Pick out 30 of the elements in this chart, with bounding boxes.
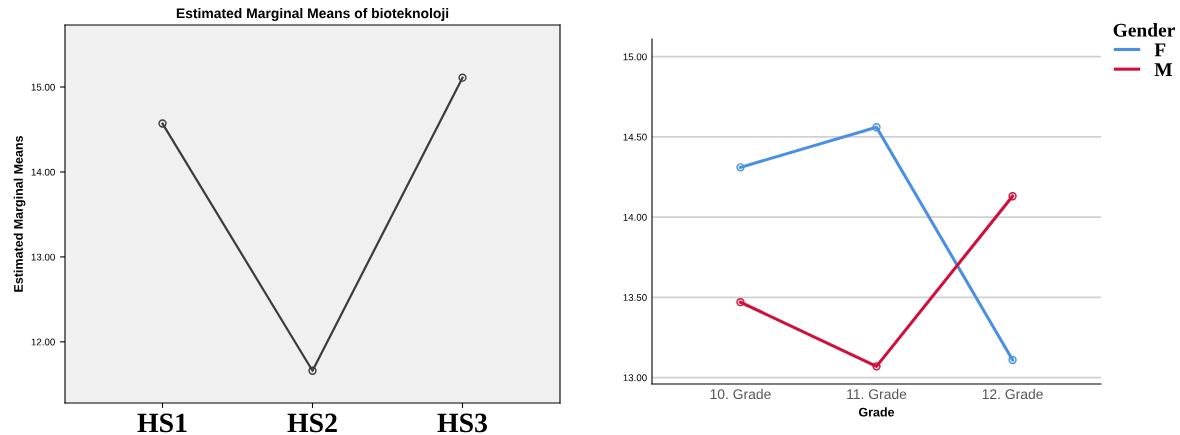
point	[308, 366, 317, 375]
x-tick-label: HS2	[287, 413, 337, 433]
chart-title: Estimated Marginal Means of bioteknoloji	[176, 7, 449, 21]
y-axis-title: Estimated Marginal Means	[13, 136, 26, 292]
y-tick-label: 14.50	[623, 133, 647, 141]
point	[1008, 192, 1017, 201]
point	[872, 362, 881, 371]
point	[158, 119, 167, 128]
point	[736, 297, 745, 307]
y-tick-label: 13.00	[31, 253, 55, 261]
point	[458, 73, 467, 82]
y-tick-label: 13.00	[623, 374, 647, 382]
y-tick-label: 15.00	[31, 83, 55, 91]
legend-label: F	[1154, 43, 1166, 57]
point	[1008, 355, 1017, 365]
legend-label: M	[1154, 63, 1173, 76]
point	[736, 163, 745, 172]
point	[872, 123, 881, 132]
x-tick-label: 12. Grade	[982, 388, 1043, 400]
y-tick-label: 14.00	[623, 213, 647, 221]
x-axis-title: Grade	[858, 407, 895, 417]
y-tick-label: 15.00	[623, 53, 647, 61]
legend-title: Gender	[1113, 23, 1175, 37]
x-tick-label: 11. Grade	[847, 388, 907, 400]
x-tick-label: HS1	[137, 413, 187, 433]
y-tick-label: 13.50	[623, 294, 647, 301]
y-tick-label: 14.00	[31, 168, 55, 176]
y-tick-label: 12.00	[31, 338, 55, 346]
x-tick-label: 10. Grade	[710, 388, 771, 400]
x-tick-label: HS3	[437, 413, 488, 433]
